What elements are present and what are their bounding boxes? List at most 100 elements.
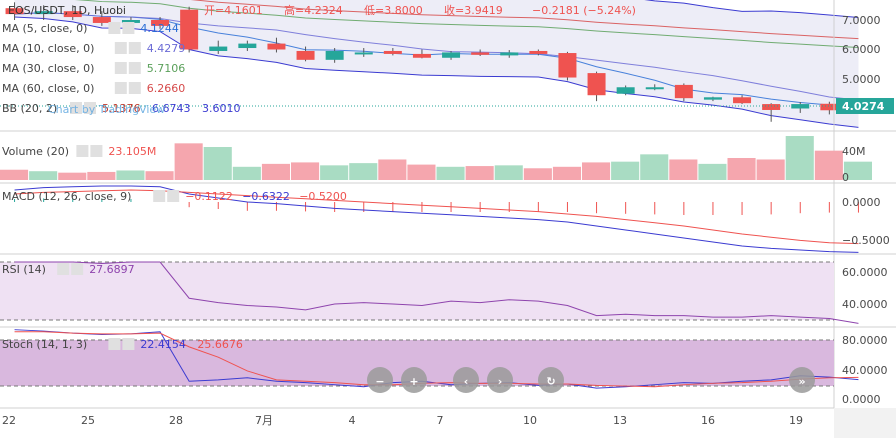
stoch-tick-label: 80.0000 (842, 334, 888, 347)
control-glyph: ↻ (546, 375, 555, 388)
zoom-out-button[interactable]: − (367, 367, 393, 393)
volume-bar (727, 158, 756, 180)
time-axis-bg (0, 408, 834, 438)
candle-body (703, 97, 722, 100)
open-label: 开= (204, 4, 224, 17)
candle-body (762, 104, 781, 110)
legend-row: MA (10, close, 0) 4.4279 (2, 42, 185, 55)
date-tick-label: 7 (437, 414, 444, 427)
volume-bar (669, 159, 698, 180)
moving-averages (14, 0, 859, 108)
date-tick-label: 13 (613, 414, 627, 427)
volume-bar (814, 150, 843, 180)
control-circle (453, 367, 479, 393)
candle-body (238, 43, 257, 49)
reset-button[interactable]: ↻ (538, 367, 564, 393)
control-circle (789, 367, 815, 393)
legend-row: MA (30, close, 0) 5.7106 (2, 62, 185, 75)
legend-row: Stoch (14, 1, 3) 22.4154 25.6676 (2, 338, 243, 351)
volume-bar (523, 168, 552, 180)
legend-label: MACD (12, 26, close, 9) (2, 190, 131, 203)
control-glyph: » (798, 375, 805, 388)
volume-bar (29, 171, 58, 180)
scroll-left-button[interactable]: ‹ (453, 367, 479, 393)
legend-value: −0.5200 (299, 190, 347, 203)
header: EOS/USDT, 1D, Huobi 开=4.1601 高=4.2324 低=… (8, 3, 636, 17)
volume-bar (261, 163, 290, 180)
volume-bar (582, 162, 611, 180)
stoch-d-line (14, 331, 859, 388)
volume-bar (378, 159, 407, 180)
legend-label: BB (20, 2) (2, 102, 57, 115)
indicator-legends: MA (5, close, 0) 4.1244 MA (10, close, 0) 4… (2, 22, 347, 351)
close-value: 3.9419 (464, 4, 503, 17)
chart-controls[interactable]: − + ‹ › ↻ » (367, 367, 815, 393)
candle-body (616, 87, 635, 94)
rsi-tick-label: 40.0000 (842, 298, 888, 311)
control-circle (367, 367, 393, 393)
legend-value: 4.1244 (140, 22, 179, 35)
macd-pane (14, 185, 859, 253)
legend-row: MA (5, close, 0) 4.1244 (2, 22, 179, 35)
candle-body (34, 11, 53, 15)
macd-tick-label: −0.5000 (842, 234, 890, 247)
date-tick-label: 19 (789, 414, 803, 427)
macd-tick-label: 0.0000 (842, 196, 881, 209)
stoch-tick-label: 0.0000 (842, 393, 881, 406)
high-value: 4.2324 (304, 4, 343, 17)
candle-body (92, 17, 111, 23)
volume-bar (291, 162, 320, 180)
candle-body (354, 52, 373, 55)
candle-body (442, 52, 461, 58)
candle-body (63, 11, 82, 18)
control-circle (401, 367, 427, 393)
legend-value: 22.4154 (140, 338, 186, 351)
ohlc-high: 高=4.2324 (284, 3, 343, 17)
legend-label: RSI (14) (2, 263, 46, 276)
legend-value: 25.6676 (197, 338, 243, 351)
last-price-text: 4.0274 (842, 100, 885, 113)
candle-body (383, 50, 402, 54)
legend-row: BB (20, 2) 5.1376 6.6743 3.6010 (2, 102, 241, 115)
candle-body (121, 20, 140, 23)
candle-body (180, 9, 199, 50)
candlesticks (5, 2, 868, 122)
legend-label: Volume (20) (2, 145, 69, 158)
volume-bar (843, 161, 872, 180)
close-label: 收= (444, 3, 464, 17)
control-glyph: + (409, 375, 418, 388)
volume-bar (756, 159, 785, 180)
volume-bar (58, 172, 87, 180)
volume-bar (698, 163, 727, 180)
candle-body (296, 50, 315, 60)
scroll-to-end-button[interactable]: » (789, 367, 815, 393)
candle-body (529, 50, 548, 54)
legend-row: Volume (20) 23.105M (2, 145, 156, 158)
candle-body (587, 73, 606, 96)
close-icon (128, 42, 141, 54)
ohlc-close: 收=3.9419 (444, 3, 503, 17)
ma60-line (190, 0, 859, 40)
volume-bar (611, 161, 640, 180)
settings-icon (57, 263, 70, 275)
date-tick-label: 25 (81, 414, 95, 427)
legend-value: 23.105M (108, 145, 156, 158)
volume-bar (232, 166, 261, 180)
volume-bar (465, 166, 494, 180)
close-icon (71, 263, 84, 275)
stoch-lines (14, 329, 859, 389)
candle-body (733, 97, 752, 104)
zoom-in-button[interactable]: + (401, 367, 427, 393)
close-icon (128, 82, 141, 94)
scroll-right-button[interactable]: › (487, 367, 513, 393)
ohlc-open: 开=4.1601 (204, 4, 263, 17)
price-tick-label: 6.0000 (842, 43, 881, 56)
legend-row: MACD (12, 26, close, 9) −0.1122 −0.6322 −0.… (2, 190, 347, 203)
legend-label: Stoch (14, 1, 3) (2, 338, 87, 351)
ma5-line (14, 12, 859, 108)
candle-body (674, 84, 693, 99)
legend-value: 27.6897 (89, 263, 135, 276)
settings-icon (70, 102, 82, 114)
legend-row: MA (60, close, 0) 6.2660 (2, 82, 185, 95)
